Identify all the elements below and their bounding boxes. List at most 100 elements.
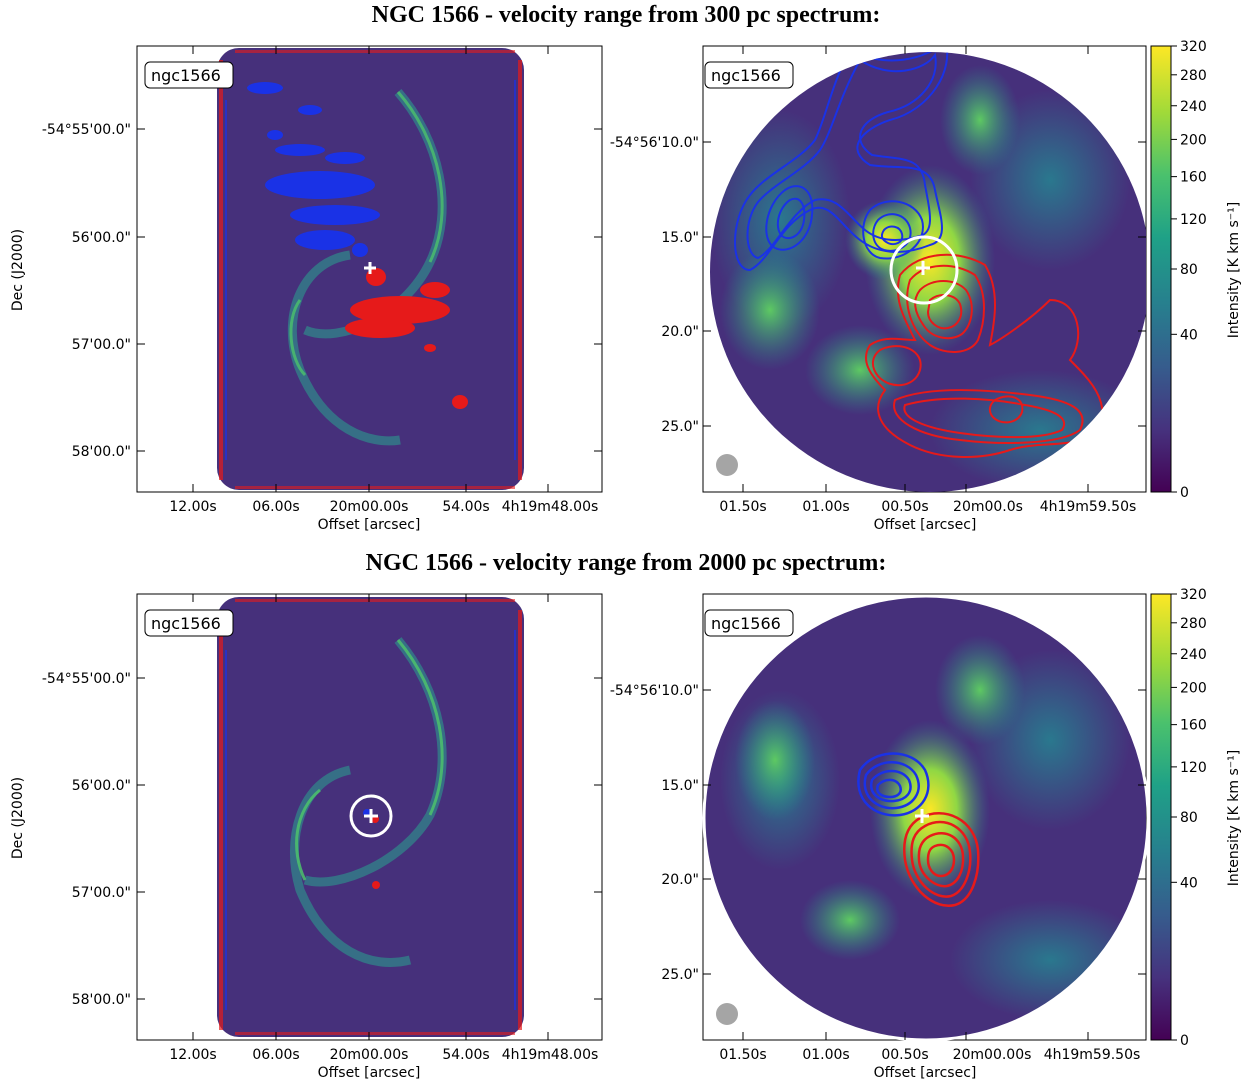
- xtick-label: 06.00s: [252, 1047, 299, 1063]
- colorbar-ticks: 320 280 240 200 160 120 80 40 0: [1171, 587, 1207, 1049]
- row1-title: NGC 1566 - velocity range from 300 pc sp…: [371, 2, 881, 28]
- x-ticks: [742, 46, 1089, 492]
- x-ticks: [742, 1032, 1089, 1040]
- colorbar-tick-label: 80: [1180, 262, 1198, 278]
- colorbar-tick-label: 240: [1180, 647, 1207, 663]
- tag-label: ngc1566: [711, 66, 781, 85]
- xtick-label: 01.00s: [802, 499, 849, 515]
- xtick-label: 4h19m48.00s: [502, 499, 599, 515]
- xtick-label: 00.50s: [881, 499, 928, 515]
- x-axis-label: Offset [arcsec]: [874, 1065, 977, 1081]
- tag-box: ngc1566: [144, 61, 234, 89]
- xtick-label: 4h19m59.50s: [1040, 499, 1137, 515]
- panel-r2-right: ngc1566 -54°56'10.0" 15.0" 20.0" 25.0" 0…: [610, 587, 1242, 1081]
- tag-label: ngc1566: [711, 614, 781, 633]
- colorbar-ticks: 320 280 240 200 160 120 80 40 0: [1171, 39, 1207, 501]
- colorbar-tick-label: 280: [1180, 68, 1207, 84]
- tag-box: ngc1566: [704, 61, 794, 89]
- xtick-label: 20m00.00s: [330, 499, 409, 515]
- y-ticks: [703, 141, 1146, 427]
- y-ticks: [137, 128, 602, 452]
- xtick-label: 12.00s: [169, 1047, 216, 1063]
- xtick-label: 4h19m59.50s: [1044, 1047, 1141, 1063]
- xtick-label: 01.50s: [719, 499, 766, 515]
- ytick-label: 25.0": [661, 967, 699, 983]
- zoom-map: [710, 52, 1150, 492]
- aperture-circle: [702, 594, 1150, 1042]
- colorbar-tick-label: 80: [1180, 810, 1198, 826]
- colorbar-tick-label: 320: [1180, 39, 1207, 55]
- x-axis-label: Offset [arcsec]: [874, 517, 977, 533]
- aperture-circle: [349, 794, 393, 838]
- xtick-label: 20m00.00s: [953, 1047, 1032, 1063]
- tag-box: ngc1566: [144, 609, 234, 637]
- xtick-label: 4h19m48.00s: [502, 1047, 599, 1063]
- ytick-label: -54°56'10.0": [610, 683, 699, 699]
- colorbar-tick-label: 0: [1180, 1033, 1189, 1049]
- colorbar-tick-label: 320: [1180, 587, 1207, 603]
- x-axis-label: Offset [arcsec]: [318, 517, 421, 533]
- colorbar: [1150, 593, 1172, 1041]
- xtick-label: 54.00s: [442, 1047, 489, 1063]
- colorbar-tick-label: 160: [1180, 170, 1207, 186]
- ytick-label: 56'00.0": [72, 778, 131, 794]
- y-axis-label: Dec (J2000): [10, 777, 26, 859]
- center-cross: [364, 809, 378, 823]
- ytick-label: 56'00.0": [72, 230, 131, 246]
- panel-r1-right: ngc1566 -54°56'10.0" 15.0" 20.0": [610, 39, 1242, 533]
- blue-emission: [247, 82, 380, 257]
- colorbar-tick-label: 40: [1180, 875, 1198, 891]
- ytick-label: 15.0": [661, 778, 699, 794]
- zoom-map: [704, 596, 1148, 1040]
- x-axis-label: Offset [arcsec]: [318, 1065, 421, 1081]
- tag-label: ngc1566: [151, 614, 221, 633]
- tag-box: ngc1566: [704, 609, 794, 637]
- xtick-label: 12.00s: [169, 499, 216, 515]
- ytick-label: -54°55'00.0": [42, 122, 131, 138]
- x-ticks: [192, 46, 549, 492]
- colorbar-label: Intensity [K km s⁻¹]: [1226, 750, 1242, 886]
- colorbar-tick-label: 200: [1180, 132, 1207, 148]
- ytick-label: 15.0": [661, 230, 699, 246]
- row2-title: NGC 1566 - velocity range from 2000 pc s…: [365, 550, 887, 576]
- ytick-label: 57'00.0": [72, 885, 131, 901]
- colorbar-label: Intensity [K km s⁻¹]: [1226, 202, 1242, 338]
- edge-noise: [219, 50, 522, 489]
- ytick-label: 25.0": [661, 419, 699, 435]
- red-emission: [372, 881, 380, 889]
- red-emission: [345, 268, 468, 409]
- blue-contours: [857, 752, 930, 817]
- colorbar: [1150, 45, 1172, 493]
- colorbar-tick-label: 240: [1180, 99, 1207, 115]
- colorbar-tick-label: 160: [1180, 718, 1207, 734]
- red-contours: [903, 812, 980, 908]
- xtick-label: 06.00s: [252, 499, 299, 515]
- edge-noise: [219, 599, 522, 1035]
- xtick-label: 20m00.0s: [953, 499, 1023, 515]
- colorbar-tick-label: 0: [1180, 485, 1189, 501]
- ytick-label: 57'00.0": [72, 337, 131, 353]
- panel-r2-left: ngc1566 -54°55'00.0" 56'00.0" 57'00.0: [10, 593, 603, 1081]
- x-ticks: [192, 594, 549, 1040]
- colorbar-tick-label: 120: [1180, 212, 1207, 228]
- colorbar-tick-label: 120: [1180, 760, 1207, 776]
- ytick-label: -54°56'10.0": [610, 135, 699, 151]
- center-cross: [915, 809, 929, 823]
- beam-marker: [716, 454, 738, 476]
- y-ticks: [137, 677, 602, 1000]
- y-ticks: [703, 689, 1146, 975]
- beam-marker: [716, 1003, 738, 1025]
- ytick-label: 58'00.0": [72, 444, 131, 460]
- panel-r1-left: ngc1566 -54°55'00.0" 56'00.0" 57: [10, 45, 603, 533]
- ytick-label: 20.0": [661, 872, 699, 888]
- center-cross: [916, 261, 930, 275]
- colorbar-tick-label: 280: [1180, 616, 1207, 632]
- ytick-label: 20.0": [661, 324, 699, 340]
- ytick-label: -54°55'00.0": [42, 671, 131, 687]
- aperture-circle: [889, 235, 959, 305]
- xtick-label: 01.00s: [802, 1047, 849, 1063]
- center-cross: [364, 262, 376, 274]
- xtick-label: 20m00.00s: [330, 1047, 409, 1063]
- colorbar-tick-label: 200: [1180, 680, 1207, 696]
